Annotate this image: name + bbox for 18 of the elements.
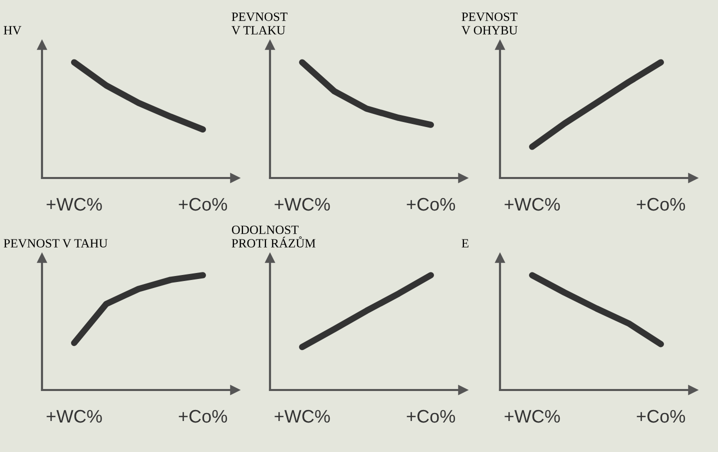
x-tick-label: +Co% <box>636 198 686 211</box>
x-tick-label: +WC% <box>274 410 330 423</box>
x-tick-label: +Co% <box>178 410 228 423</box>
y-axis-title: PEVNOST V OHYBU <box>462 12 518 35</box>
x-tick-label: +WC% <box>504 198 560 211</box>
y-axis-title: HV <box>4 26 22 35</box>
x-tick-label: +Co% <box>178 198 228 211</box>
y-axis-title: PEVNOST V TLAKU <box>232 12 288 35</box>
y-axis-title: PEVNOST V TAHU <box>4 239 108 248</box>
x-tick-label: +Co% <box>406 410 456 423</box>
x-tick-label: +WC% <box>274 198 330 211</box>
x-tick-label: +WC% <box>504 410 560 423</box>
x-tick-label: +Co% <box>636 410 686 423</box>
x-tick-label: +WC% <box>46 198 102 211</box>
x-tick-label: +Co% <box>406 198 456 211</box>
y-axis-title: E <box>462 239 468 248</box>
x-tick-label: +WC% <box>46 410 102 423</box>
y-axis-title: ODOLNOST PROTI RÁZŮM <box>232 226 316 248</box>
